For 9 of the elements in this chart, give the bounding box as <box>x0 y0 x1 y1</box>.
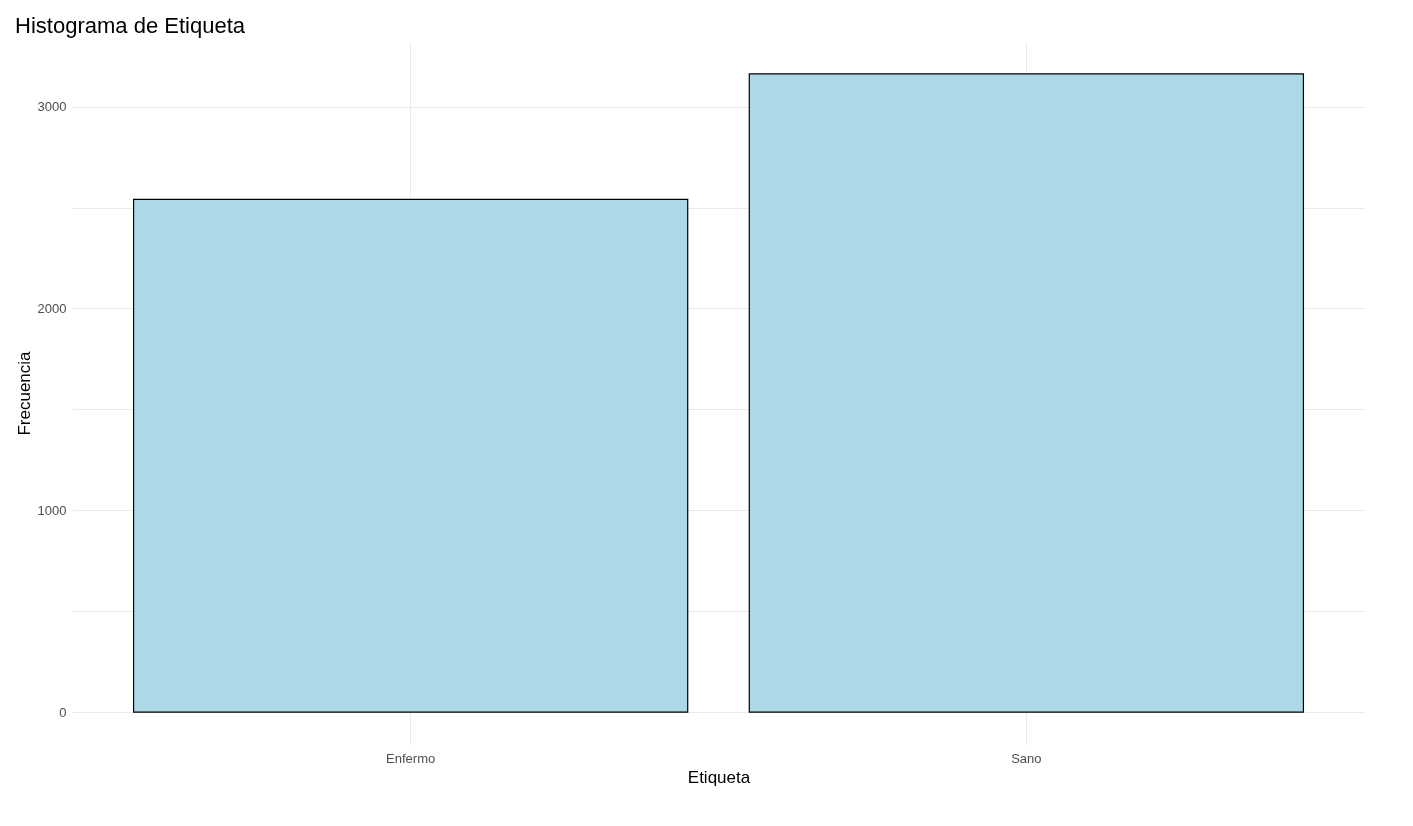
y-tick-label: 3000 <box>37 99 67 115</box>
chart-title: Histograma de Etiqueta <box>15 13 246 38</box>
x-tick-label: Enfermo <box>386 750 436 766</box>
x-tick-label: Sano <box>1011 750 1042 766</box>
y-axis-title: Frecuencia <box>14 350 34 436</box>
y-tick-label: 2000 <box>37 300 67 316</box>
x-axis-title: Etiqueta <box>687 767 751 787</box>
y-tick-label: 1000 <box>37 502 67 518</box>
y-tick-label: 0 <box>59 704 67 720</box>
